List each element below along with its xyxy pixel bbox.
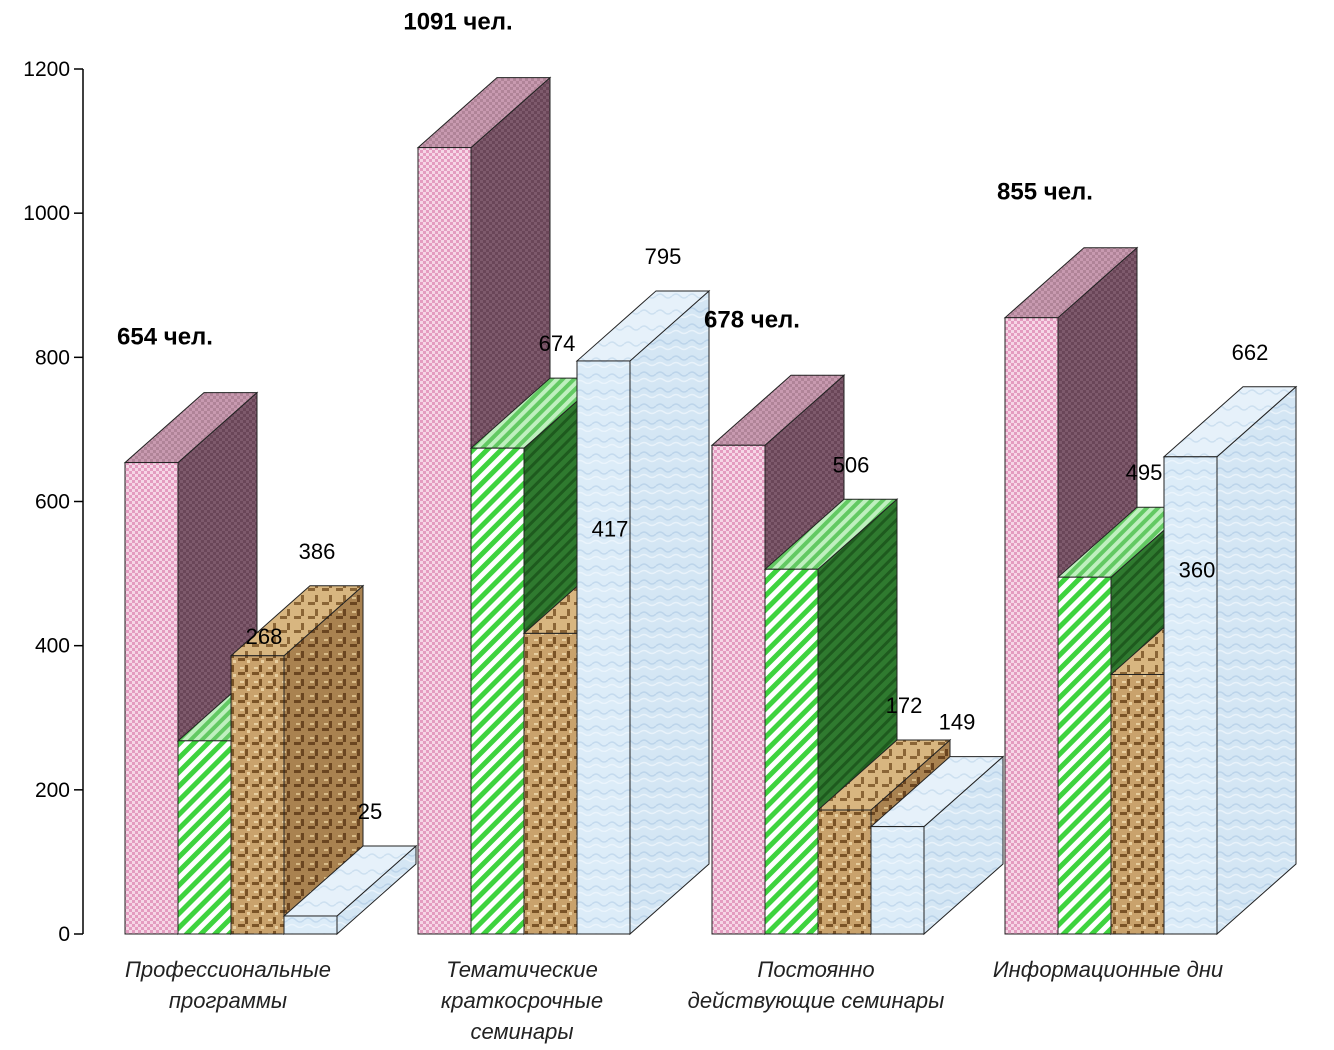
bar-g2-s3: [869, 755, 1005, 936]
bar-side: [1216, 385, 1297, 936]
category-label-line: краткосрочные: [441, 988, 603, 1013]
total-label: 678 чел.: [704, 306, 800, 333]
bar-front: [470, 447, 525, 935]
y-tick-label: 0: [58, 923, 70, 946]
bar-front: [1057, 576, 1112, 935]
category-label: Профессиональные программы: [125, 957, 331, 1013]
bar-front: [124, 462, 179, 935]
data-label: 674: [539, 331, 576, 356]
data-label: 25: [358, 799, 382, 824]
bar-front: [576, 360, 631, 935]
bars: [123, 76, 1298, 936]
bar-g0-s3: [282, 844, 418, 936]
bar-front: [1163, 456, 1218, 935]
data-label: 360: [1179, 558, 1216, 583]
data-label: 268: [246, 624, 283, 649]
y-tick-label: 1200: [23, 58, 70, 81]
bar-front: [711, 444, 766, 935]
category-label-line: программы: [169, 988, 287, 1013]
data-label: 149: [939, 710, 976, 735]
total-label: 855 чел.: [997, 179, 1093, 206]
y-tick-label: 400: [35, 635, 70, 658]
category-label-line: Профессиональные: [125, 957, 331, 982]
y-axis: 0 200 400 600 800 1000 1200: [23, 58, 84, 946]
y-tick-label: 1000: [23, 202, 70, 225]
y-tick-label: 200: [35, 779, 70, 802]
bar-front: [764, 568, 819, 935]
bar-side: [629, 289, 710, 936]
bar-front: [283, 915, 338, 935]
category-label: Постоянно действующие семинары: [688, 957, 945, 1013]
data-label: 795: [645, 244, 682, 269]
y-tick-label: 800: [35, 346, 70, 369]
data-label: 662: [1232, 340, 1269, 365]
category-label-line: действующие семинары: [688, 988, 945, 1013]
data-label: 386: [299, 539, 336, 564]
category-label-line: Постоянно: [757, 957, 874, 982]
bar-front: [1004, 317, 1059, 935]
labels: 654 чел. 268 386 25 1091 чел. 674 417 795 678 че…: [117, 9, 1268, 1044]
category-label: Информационные дни: [993, 957, 1223, 982]
bar-front: [870, 826, 925, 935]
category-label-line: семинары: [470, 1019, 573, 1044]
data-label: 417: [592, 516, 629, 541]
bar-front: [417, 147, 472, 935]
total-label: 654 чел.: [117, 324, 213, 351]
bar-front: [230, 655, 285, 935]
category-label: Тематические краткосрочные семинары: [441, 957, 603, 1044]
data-label: 172: [886, 693, 923, 718]
bar-front: [523, 632, 578, 935]
bar-front: [1110, 674, 1165, 935]
total-label: 1091 чел.: [403, 9, 512, 36]
y-tick-label: 600: [35, 491, 70, 514]
data-label: 495: [1126, 460, 1163, 485]
bar-front: [177, 740, 232, 935]
category-label-line: Информационные дни: [993, 957, 1223, 982]
bar-g3-s3: [1162, 385, 1298, 936]
bar-front: [817, 809, 872, 935]
category-label-line: Тематические: [446, 957, 598, 982]
bar-g1-s3: [575, 289, 711, 936]
data-label: 506: [833, 452, 870, 477]
bar-g0-s2: [229, 584, 365, 936]
